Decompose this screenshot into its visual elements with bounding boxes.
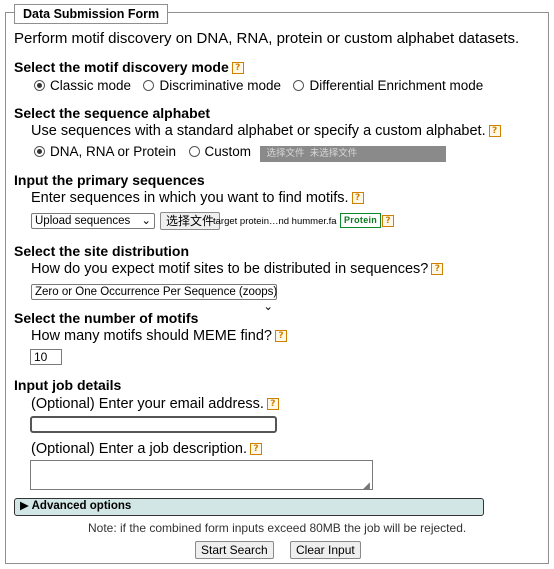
alphabet-option-standard[interactable]: DNA, RNA or Protein bbox=[34, 144, 176, 159]
help-icon[interactable]: ? bbox=[382, 215, 394, 227]
sequence-source-value: Upload sequences bbox=[35, 215, 131, 227]
mode-option-discriminative[interactable]: Discriminative mode bbox=[143, 78, 281, 93]
site-heading: Select the site distribution bbox=[14, 243, 190, 259]
clear-input-button[interactable]: Clear Input bbox=[290, 541, 361, 559]
primary-heading: Input the primary sequences bbox=[14, 172, 205, 188]
mode-option-label: Discriminative mode bbox=[159, 78, 282, 93]
custom-alphabet-file-input[interactable]: 选择文件 未选择文件 bbox=[260, 146, 447, 162]
help-icon[interactable]: ? bbox=[231, 62, 244, 74]
mode-heading: Select the motif discovery mode bbox=[14, 59, 229, 75]
no-file-label: 未选择文件 bbox=[309, 148, 358, 159]
form-legend: Data Submission Form bbox=[14, 4, 169, 24]
primary-description: Enter sequences in which you want to fin… bbox=[31, 190, 349, 206]
alphabet-option-label: DNA, RNA or Protein bbox=[50, 144, 177, 159]
radio-icon[interactable] bbox=[143, 80, 155, 91]
alphabet-description-row: Use sequences with a standard alphabet o… bbox=[31, 123, 501, 139]
size-limit-note: Note: if the combined form inputs exceed… bbox=[88, 521, 467, 535]
site-distribution-select[interactable]: Zero or One Occurrence Per Sequence (zoo… bbox=[31, 284, 278, 313]
radio-selected-icon[interactable] bbox=[34, 146, 45, 157]
mode-option-label: Classic mode bbox=[50, 78, 132, 93]
alphabet-option-label: Custom bbox=[204, 144, 252, 159]
help-icon[interactable]: ? bbox=[431, 263, 444, 275]
help-icon[interactable]: ? bbox=[250, 443, 262, 455]
help-icon[interactable]: ? bbox=[488, 125, 501, 137]
site-description-row: How do you expect motif sites to be dist… bbox=[31, 261, 444, 277]
choose-file-button[interactable]: 选择文件 bbox=[266, 148, 305, 159]
primary-help: ? bbox=[379, 212, 394, 230]
motifs-description-row: How many motifs should MEME find?? bbox=[31, 328, 287, 344]
alphabet-option-custom[interactable]: Custom bbox=[188, 144, 252, 159]
job-description-textarea[interactable] bbox=[30, 460, 373, 490]
mode-section-heading: Select the motif discovery mode? bbox=[14, 59, 244, 75]
mode-option-classic[interactable]: Classic mode bbox=[34, 78, 131, 93]
start-search-button[interactable]: Start Search bbox=[195, 541, 274, 559]
selected-filename: target protein…nd hummer.fa bbox=[213, 216, 337, 227]
help-icon[interactable]: ? bbox=[351, 192, 364, 204]
chevron-down-icon: ⌄ bbox=[263, 301, 273, 313]
choose-file-button[interactable]: 选择文件 bbox=[160, 212, 221, 230]
mode-options: Classic mode Discriminative mode Differe… bbox=[34, 77, 491, 95]
email-input[interactable] bbox=[30, 416, 277, 433]
radio-icon[interactable] bbox=[293, 80, 305, 91]
form-intro: Perform motif discovery on DNA, RNA, pro… bbox=[14, 30, 520, 47]
chevron-down-icon: ⌄ bbox=[141, 215, 151, 227]
help-icon[interactable]: ? bbox=[266, 398, 279, 410]
mode-option-label: Differential Enrichment mode bbox=[309, 78, 484, 93]
alphabet-options: DNA, RNA or Protein Custom 选择文件 未选择文件 bbox=[34, 143, 447, 162]
sequence-source-select[interactable]: Upload sequences ⌄ bbox=[31, 213, 155, 229]
protein-alphabet-badge: Protein bbox=[340, 213, 382, 228]
job-heading: Input job details bbox=[14, 377, 122, 393]
alphabet-description: Use sequences with a standard alphabet o… bbox=[31, 123, 486, 139]
motif-count-input[interactable]: 10 bbox=[30, 349, 62, 365]
description-label: (Optional) Enter a job description. bbox=[31, 441, 247, 457]
site-distribution-value: Zero or One Occurrence Per Sequence (zoo… bbox=[35, 286, 278, 298]
description-label-row: (Optional) Enter a job description.? bbox=[31, 441, 262, 457]
advanced-options-toggle[interactable]: ▶ Advanced options bbox=[14, 498, 484, 516]
help-icon[interactable]: ? bbox=[274, 330, 287, 342]
radio-selected-icon[interactable] bbox=[34, 80, 45, 91]
motifs-description: How many motifs should MEME find? bbox=[31, 328, 272, 344]
site-description: How do you expect motif sites to be dist… bbox=[31, 261, 429, 277]
email-label-row: (Optional) Enter your email address.? bbox=[31, 396, 279, 412]
resize-handle-icon[interactable]: ◢ bbox=[363, 480, 370, 490]
submission-form bbox=[5, 12, 549, 564]
primary-description-row: Enter sequences in which you want to fin… bbox=[31, 190, 364, 206]
motifs-heading: Select the number of motifs bbox=[14, 310, 199, 326]
radio-icon[interactable] bbox=[188, 146, 200, 157]
email-label: (Optional) Enter your email address. bbox=[31, 396, 264, 412]
mode-option-differential[interactable]: Differential Enrichment mode bbox=[293, 78, 483, 93]
alphabet-heading: Select the sequence alphabet bbox=[14, 105, 211, 121]
